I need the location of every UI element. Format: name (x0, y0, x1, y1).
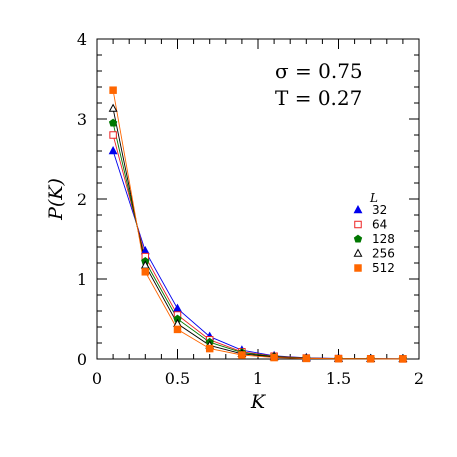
x-tick-label: 2 (414, 369, 424, 388)
y-tick-label: 2 (77, 190, 87, 209)
legend-label-256: 256 (372, 247, 395, 261)
x-tick-label: 1 (253, 369, 263, 388)
y-tick-label: 1 (77, 270, 87, 289)
data-point-128 (108, 118, 118, 127)
y-tick-label: 4 (77, 30, 87, 49)
legend-marker-32 (353, 204, 363, 214)
data-point-64 (109, 131, 117, 139)
x-tick-label: 0 (92, 369, 102, 388)
annotation-temperature: T = 0.27 (275, 86, 362, 110)
legend-marker-64 (354, 220, 362, 229)
data-point-512 (399, 355, 407, 363)
y-tick-label: 3 (77, 110, 87, 129)
series-markers (108, 86, 408, 363)
series-line-512 (112, 90, 403, 360)
data-point-512 (238, 351, 246, 359)
tick-labels: 0 0.5 1 1.5 2 0 1 2 3 4 (77, 30, 424, 388)
y-axis-title: P(K) (45, 178, 67, 221)
data-point-256 (108, 103, 118, 112)
legend-marker-512 (354, 264, 362, 272)
x-tick-label: 1.5 (326, 369, 351, 388)
legend-title: L (369, 191, 378, 205)
series-line-64 (112, 134, 403, 360)
legend-marker-256 (353, 248, 363, 257)
data-point-512 (366, 355, 375, 363)
x-axis-title: K (250, 391, 267, 413)
series-lines (112, 90, 403, 360)
x-tick-label: 0.5 (165, 369, 190, 388)
data-point-512 (205, 344, 214, 353)
legend-label-32: 32 (372, 203, 387, 217)
data-point-512 (302, 354, 311, 363)
data-point-512 (173, 325, 182, 334)
legend-label-128: 128 (372, 232, 395, 246)
annotation-sigma: σ = 0.75 (275, 59, 363, 83)
legend-marker-128 (353, 234, 363, 243)
y-tick-label: 0 (77, 350, 87, 369)
data-point-32 (173, 303, 182, 312)
axis-ticks (96, 38, 420, 360)
data-point-512 (334, 355, 343, 363)
legend-label-512: 512 (372, 261, 395, 275)
series-line-256 (112, 108, 403, 360)
data-point-32 (108, 145, 118, 155)
data-point-512 (141, 268, 150, 276)
data-point-512 (270, 353, 278, 362)
legend-label-64: 64 (372, 218, 387, 232)
data-point-512 (109, 86, 117, 94)
